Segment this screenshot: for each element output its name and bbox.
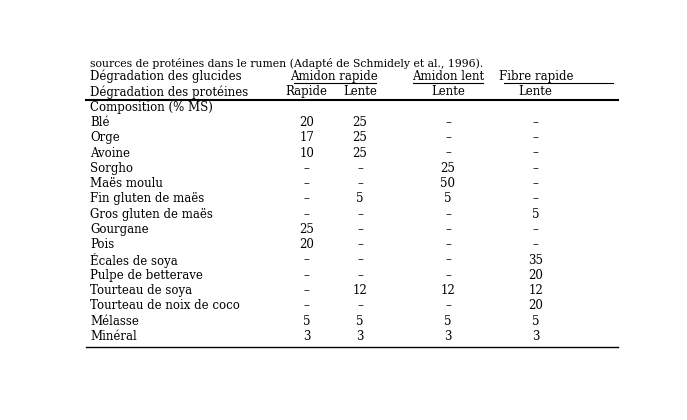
Text: –: –	[533, 147, 539, 160]
Text: 25: 25	[440, 162, 455, 175]
Text: 10: 10	[300, 147, 314, 160]
Text: 3: 3	[532, 330, 539, 343]
Text: –: –	[304, 299, 310, 312]
Text: 3: 3	[444, 330, 451, 343]
Text: –: –	[304, 254, 310, 267]
Text: 25: 25	[352, 131, 368, 144]
Text: 20: 20	[528, 269, 543, 282]
Text: –: –	[357, 208, 363, 221]
Text: Sorgho: Sorgho	[90, 162, 133, 175]
Text: 20: 20	[528, 299, 543, 312]
Text: –: –	[445, 238, 451, 251]
Text: –: –	[445, 223, 451, 236]
Text: –: –	[445, 131, 451, 144]
Text: –: –	[445, 208, 451, 221]
Text: Avoine: Avoine	[90, 147, 130, 160]
Text: Amidon lent: Amidon lent	[412, 70, 484, 83]
Text: –: –	[445, 147, 451, 160]
Text: 35: 35	[528, 254, 543, 267]
Text: Dégradation des protéines: Dégradation des protéines	[90, 85, 249, 99]
Text: –: –	[304, 177, 310, 190]
Text: 20: 20	[300, 238, 314, 251]
Text: sources de protéines dans le rumen (Adapté de Schmidely et al., 1996).: sources de protéines dans le rumen (Adap…	[90, 58, 484, 68]
Text: –: –	[533, 192, 539, 205]
Text: 17: 17	[300, 131, 314, 144]
Text: 5: 5	[532, 208, 539, 221]
Text: Amidon rapide: Amidon rapide	[290, 70, 377, 83]
Text: 5: 5	[532, 315, 539, 328]
Text: Minéral: Minéral	[90, 330, 137, 343]
Text: –: –	[533, 116, 539, 129]
Text: Orge: Orge	[90, 131, 120, 144]
Text: Rapide: Rapide	[286, 85, 328, 98]
Text: –: –	[445, 254, 451, 267]
Text: –: –	[357, 177, 363, 190]
Text: Dégradation des glucides: Dégradation des glucides	[90, 70, 242, 84]
Text: 3: 3	[303, 330, 311, 343]
Text: Écales de soya: Écales de soya	[90, 252, 178, 268]
Text: 25: 25	[300, 223, 314, 236]
Text: 25: 25	[352, 116, 368, 129]
Text: Tourteau de noix de coco: Tourteau de noix de coco	[90, 299, 240, 312]
Text: Maës moulu: Maës moulu	[90, 177, 163, 190]
Text: 5: 5	[444, 315, 451, 328]
Text: –: –	[533, 177, 539, 190]
Text: –: –	[304, 269, 310, 282]
Text: –: –	[357, 299, 363, 312]
Text: 5: 5	[303, 315, 311, 328]
Text: 5: 5	[357, 315, 364, 328]
Text: Lente: Lente	[343, 85, 377, 98]
Text: –: –	[533, 131, 539, 144]
Text: –: –	[357, 238, 363, 251]
Text: Pois: Pois	[90, 238, 114, 251]
Text: –: –	[357, 223, 363, 236]
Text: –: –	[445, 269, 451, 282]
Text: –: –	[357, 269, 363, 282]
Text: –: –	[533, 238, 539, 251]
Text: –: –	[445, 116, 451, 129]
Text: Lente: Lente	[519, 85, 553, 98]
Text: –: –	[304, 208, 310, 221]
Text: Gros gluten de maës: Gros gluten de maës	[90, 208, 213, 221]
Text: 12: 12	[440, 284, 455, 297]
Text: 50: 50	[440, 177, 455, 190]
Text: 20: 20	[300, 116, 314, 129]
Text: 25: 25	[352, 147, 368, 160]
Text: –: –	[533, 223, 539, 236]
Text: Pulpe de betterave: Pulpe de betterave	[90, 269, 203, 282]
Text: –: –	[357, 162, 363, 175]
Text: 5: 5	[444, 192, 451, 205]
Text: Mélasse: Mélasse	[90, 315, 139, 328]
Text: –: –	[533, 162, 539, 175]
Text: Tourteau de soya: Tourteau de soya	[90, 284, 192, 297]
Text: 12: 12	[352, 284, 368, 297]
Text: 5: 5	[357, 192, 364, 205]
Text: 12: 12	[528, 284, 543, 297]
Text: –: –	[357, 254, 363, 267]
Text: –: –	[304, 162, 310, 175]
Text: 3: 3	[357, 330, 364, 343]
Text: Blé: Blé	[90, 116, 110, 129]
Text: Lente: Lente	[431, 85, 465, 98]
Text: –: –	[304, 192, 310, 205]
Text: Gourgane: Gourgane	[90, 223, 149, 236]
Text: Fibre rapide: Fibre rapide	[499, 70, 573, 83]
Text: –: –	[304, 284, 310, 297]
Text: Fin gluten de maës: Fin gluten de maës	[90, 192, 205, 205]
Text: –: –	[445, 299, 451, 312]
Text: Composition (% MS): Composition (% MS)	[90, 101, 213, 114]
